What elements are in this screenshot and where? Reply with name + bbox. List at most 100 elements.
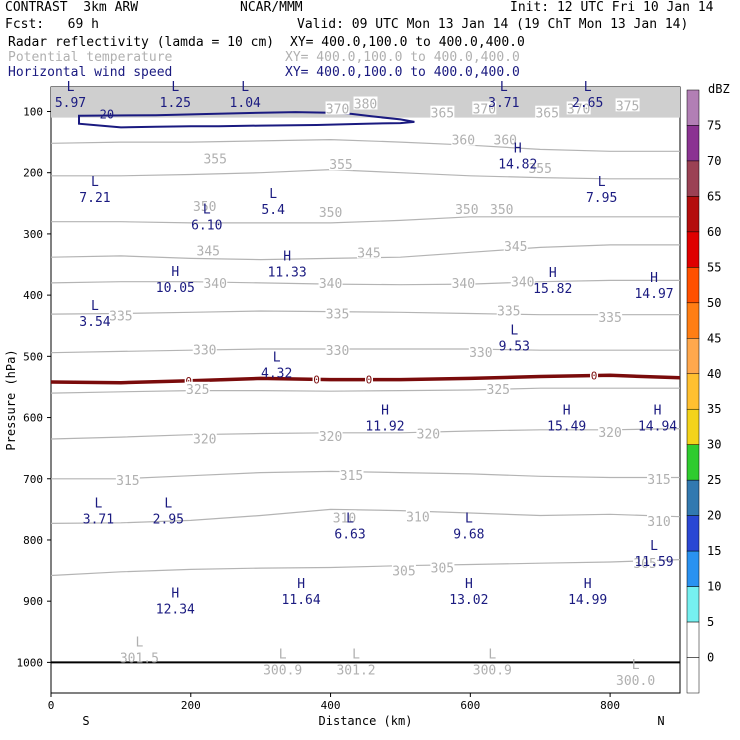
x-tick-label: 800 <box>600 699 620 712</box>
colorbar-cell <box>686 267 700 304</box>
theta-label: 325 <box>186 383 209 398</box>
theta-label-bg <box>318 275 343 289</box>
x-tick-label: 400 <box>321 699 341 712</box>
colorbar-level: 35 <box>707 402 721 416</box>
theta-label-bg <box>647 513 672 527</box>
freezing-level-label: 0 <box>313 373 320 386</box>
theta-label: 310 <box>647 515 670 530</box>
wind-extremum-value: 11.92 <box>365 419 404 434</box>
colorbar-level: 40 <box>707 367 721 381</box>
theta-extremum-value: 301.5 <box>120 651 159 666</box>
theta-contour-335 <box>50 310 680 316</box>
wind-extremum-value: 14.97 <box>634 287 673 302</box>
colorbar-unit: dBZ <box>708 82 730 96</box>
theta-label-bg <box>535 105 560 119</box>
theta-contour-360 <box>50 138 680 152</box>
theta-contour-315 <box>51 470 680 480</box>
wind-extremum-value: 6.10 <box>191 219 222 234</box>
theta-label: 345 <box>504 240 527 255</box>
colorbar-level: 60 <box>707 225 721 239</box>
wind-extremum-value: 3.54 <box>79 315 110 330</box>
theta-contour-350 <box>51 216 680 224</box>
theta-label: 340 <box>511 276 534 291</box>
colorbar-cell <box>686 373 700 410</box>
wind-contour-label: 20 <box>100 108 114 122</box>
y-tick-label: 1000 <box>17 656 44 669</box>
theta-label-bg <box>356 245 381 259</box>
colorbar-level: 25 <box>707 473 721 487</box>
colorbar-level: 20 <box>707 509 721 523</box>
colorbar-cell <box>686 338 700 375</box>
wind-extremum-kind: H <box>171 586 179 601</box>
theta-contour-340 <box>50 279 680 286</box>
theta-label-bg <box>528 160 553 174</box>
colorbar-cell <box>686 657 700 694</box>
theta-label-bg <box>318 428 343 442</box>
theta-label-bg <box>332 510 357 524</box>
colorbar-level: 75 <box>707 118 721 132</box>
wind-extremum-kind: H <box>465 577 473 592</box>
theta-label: 380 <box>354 98 377 113</box>
theta-label: 305 <box>633 557 656 572</box>
colorbar-cell <box>686 479 700 516</box>
wind-extremum-value: 14.99 <box>568 593 607 608</box>
freezing-label-bg <box>184 375 193 386</box>
wind-extremum-value: 13.02 <box>449 593 488 608</box>
theta-label-bg <box>203 275 228 289</box>
theta-label: 360 <box>452 134 475 149</box>
wind-extremum-value: 15.49 <box>547 419 586 434</box>
wind-extremum-kind: L <box>164 496 172 511</box>
theta-label: 315 <box>116 474 139 489</box>
y-tick-label: 500 <box>23 350 43 363</box>
theta-label: 365 <box>535 107 558 122</box>
theta-label-bg <box>192 198 217 212</box>
theta-label: 325 <box>487 383 510 398</box>
wind-extremum-value: 12.34 <box>156 602 195 617</box>
field-name-reflectivity: Radar reflectivity (lamda = 10 cm) <box>8 35 275 50</box>
wind-extremum-kind: H <box>297 577 305 592</box>
x-tick-label: 200 <box>181 699 201 712</box>
theta-label: 350 <box>455 203 478 218</box>
theta-label: 330 <box>193 344 216 359</box>
theta-label: 315 <box>340 469 363 484</box>
colorbar-level: 5 <box>707 615 714 629</box>
theta-label: 365 <box>431 107 454 122</box>
wind-extremum-value: 4.32 <box>261 367 292 382</box>
wind-extremum-kind: L <box>203 203 211 218</box>
theta-label-bg <box>325 343 350 357</box>
x-tick-label: 0 <box>48 699 55 712</box>
colorbar-level: 10 <box>707 580 721 594</box>
theta-label-bg <box>430 105 455 119</box>
wind-extremum-kind: L <box>273 351 281 366</box>
freezing-level-label: 0 <box>591 370 598 383</box>
wind-extremum-kind: H <box>563 403 571 418</box>
wind-extremum-value: 1.04 <box>230 96 261 111</box>
theta-label: 370 <box>567 102 590 117</box>
theta-label-bg <box>503 239 528 253</box>
colorbar-cell <box>686 550 700 587</box>
colorbar-level: 45 <box>707 331 721 345</box>
theta-label-bg <box>430 560 455 574</box>
theta-contour-310 <box>50 508 681 524</box>
theta-label: 355 <box>329 158 352 173</box>
theta-extremum-kind: L <box>135 635 143 650</box>
colorbar-cell <box>686 89 700 126</box>
colorbar-level: 0 <box>707 651 714 665</box>
theta-contour-325 <box>50 387 680 394</box>
wind-extremum-kind: L <box>269 187 277 202</box>
theta-label-bg <box>318 204 343 218</box>
wind-extremum-kind: H <box>650 271 658 286</box>
wind-extremum-value: 9.53 <box>499 340 530 355</box>
freezing-level-label: 0 <box>185 375 192 388</box>
colorbar-cell <box>686 196 700 233</box>
theta-label: 340 <box>452 277 475 292</box>
y-tick-label: 100 <box>23 105 43 118</box>
theta-label: 340 <box>203 277 226 292</box>
wind-extremum-value: 10.05 <box>156 281 195 296</box>
wind-extremum-value: 3.71 <box>83 512 114 527</box>
theta-label-bg <box>196 243 221 257</box>
colorbar-level: 30 <box>707 438 721 452</box>
theta-label: 320 <box>417 427 440 442</box>
